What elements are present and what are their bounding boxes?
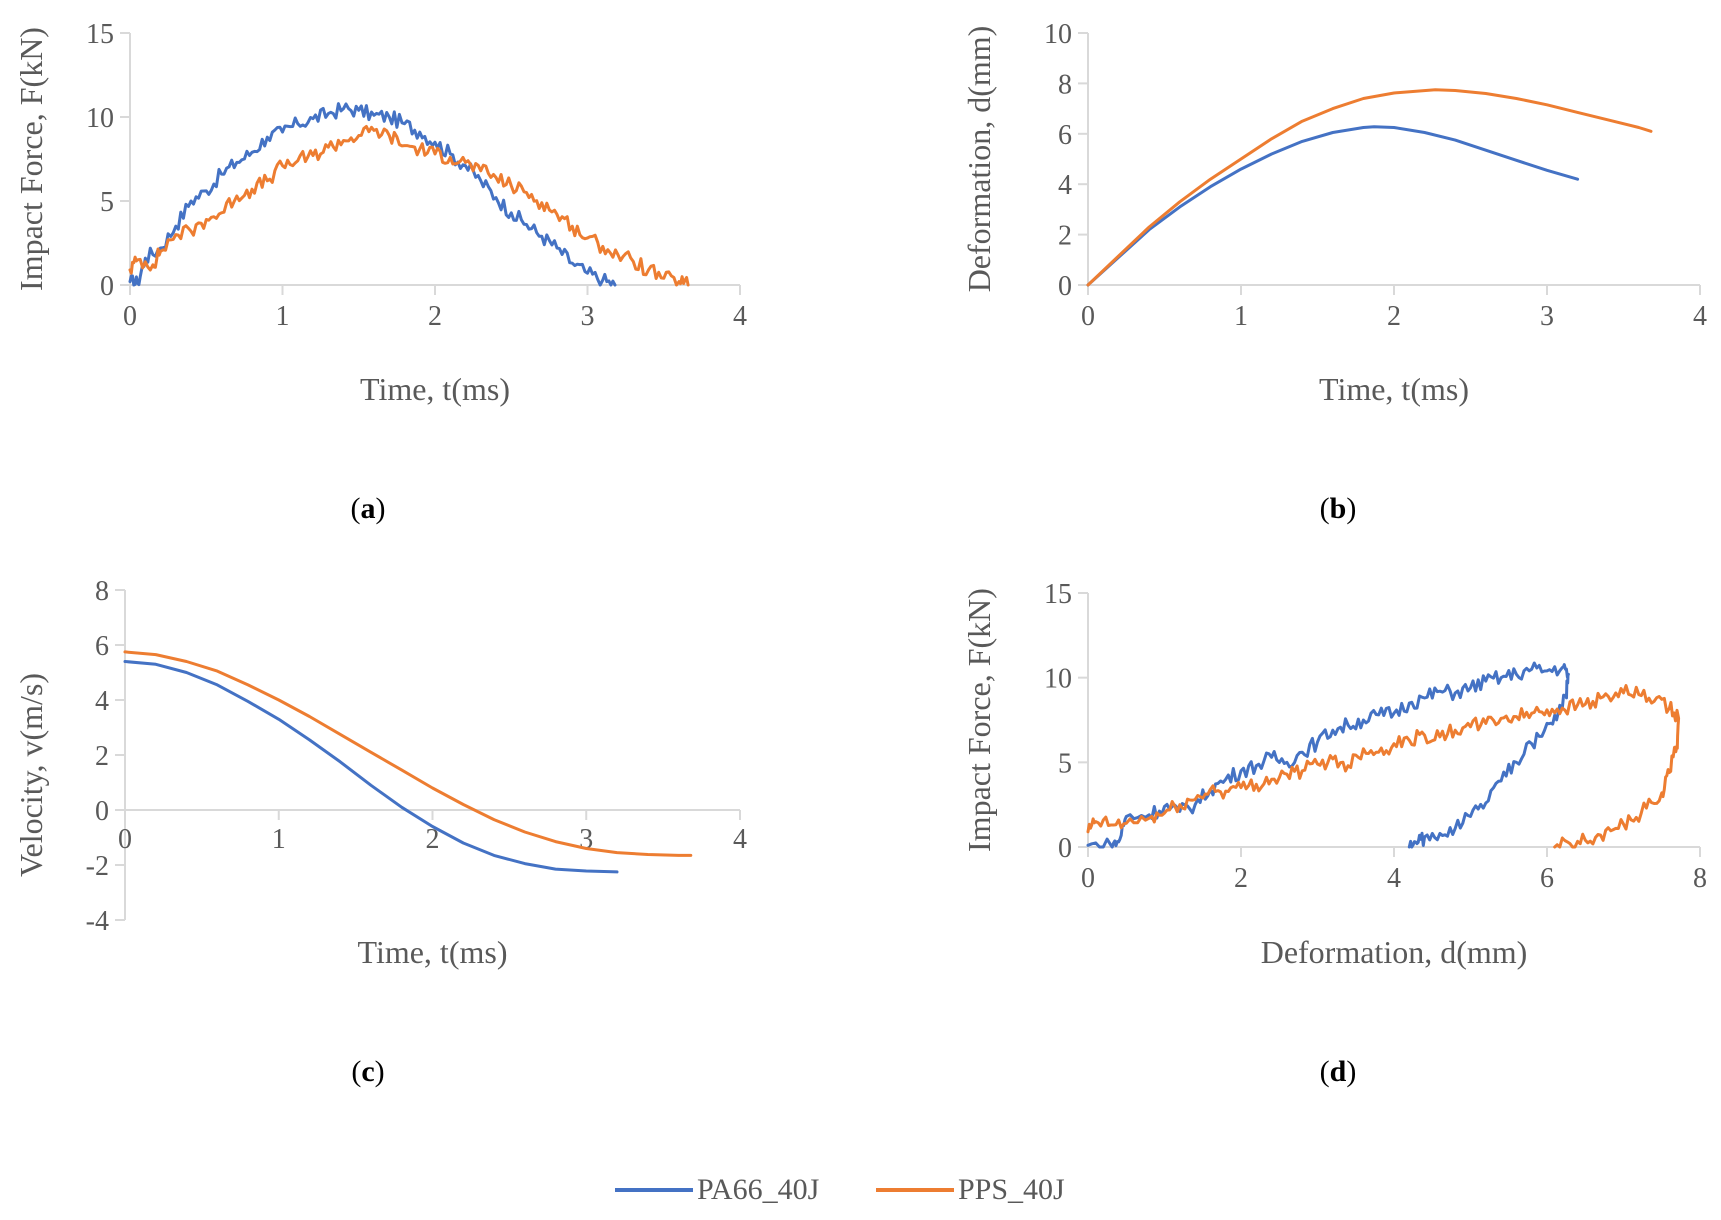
- chart-c-series-pps-40j: [123, 650, 693, 857]
- chart-a-ytick-label: 0: [100, 271, 114, 302]
- chart-b-ytick-label: 4: [1058, 170, 1072, 201]
- chart-b-xtick-label: 3: [1540, 301, 1554, 332]
- chart-b-ytick-label: 0: [1058, 271, 1072, 302]
- chart-d-xtick-label: 0: [1081, 863, 1095, 894]
- chart-d-y-axis-label: Impact Force, F(kN): [961, 588, 997, 852]
- chart-c-ytick-label: -2: [86, 851, 109, 882]
- chart-a-impact-force-vs-time: 0 5 10 15 0 1 2 3 4 Time, t(ms) Impact Force, F(kN…: [13, 19, 747, 407]
- chart-a-xtick-label: 0: [123, 301, 137, 332]
- chart-c-xtick-label: 1: [272, 824, 286, 855]
- chart-d-impact-force-vs-deformation: 0 5 10 15 0 2 4 6 8 Deformation, d(mm) Impact Forc…: [961, 579, 1707, 970]
- chart-a-ytick-label: 5: [100, 187, 114, 218]
- chart-b-series-pa66-40j: [1086, 125, 1580, 287]
- chart-c-ytick-label: -4: [86, 906, 109, 937]
- chart-c-x-axis-label: Time, t(ms): [358, 934, 508, 970]
- chart-d-xtick-label: 4: [1387, 863, 1401, 894]
- chart-b-ytick-label: 8: [1058, 69, 1072, 100]
- panel-label-d: (d): [1319, 1055, 1357, 1088]
- chart-a-xtick-label: 2: [428, 301, 442, 332]
- panel-label-a: (a): [350, 492, 386, 525]
- chart-b-ytick-label: 10: [1044, 19, 1072, 50]
- chart-d-series-pa66-40j: [1086, 661, 1570, 849]
- chart-a-xtick-label: 3: [581, 301, 595, 332]
- chart-d-ytick-label: 10: [1044, 664, 1072, 695]
- chart-c-ytick-label: 2: [95, 741, 109, 772]
- chart-d-xtick-label: 6: [1540, 863, 1554, 894]
- chart-a-series-pps-40j: [128, 125, 690, 287]
- chart-d-xtick-label: 8: [1693, 863, 1707, 894]
- chart-c-xtick-label: 0: [118, 824, 132, 855]
- chart-b-series-pps-40j: [1086, 88, 1653, 287]
- legend-swatch-pps: [876, 1188, 954, 1192]
- legend-label-pps: PPS_40J: [958, 1173, 1065, 1206]
- chart-d-xtick-label: 2: [1234, 863, 1248, 894]
- chart-c-ytick-label: 0: [95, 796, 109, 827]
- chart-d-series-pps-40j: [1086, 684, 1681, 849]
- panel-label-c: (c): [351, 1055, 385, 1088]
- chart-a-series-pa66-40j: [128, 102, 617, 287]
- chart-d-ytick-label: 15: [1044, 579, 1072, 610]
- chart-a-xtick-label: 4: [733, 301, 747, 332]
- chart-c-xtick-label: 4: [733, 824, 747, 855]
- chart-d-ytick-label: 5: [1058, 748, 1072, 779]
- chart-b-xtick-label: 2: [1387, 301, 1401, 332]
- chart-a-ytick-label: 10: [86, 103, 114, 134]
- chart-b-xtick-label: 1: [1234, 301, 1248, 332]
- chart-b-y-axis-label: Deformation, d(mm): [961, 26, 997, 293]
- legend-swatch-pa66: [615, 1188, 693, 1192]
- legend-item-pa66: PA66_40J: [615, 1170, 819, 1210]
- chart-d-x-axis-label: Deformation, d(mm): [1261, 934, 1528, 970]
- chart-b-ytick-label: 2: [1058, 221, 1072, 252]
- legend-item-pps: PPS_40J: [876, 1170, 1065, 1210]
- chart-c-xtick-label: 2: [426, 824, 440, 855]
- chart-c-ytick-label: 4: [95, 686, 109, 717]
- chart-b-deformation-vs-time: 0 2 4 6 8 10 0 1 2 3 4 Time, t(ms) Deformation, d(mm…: [961, 19, 1707, 407]
- chart-a-y-axis-label: Impact Force, F(kN): [13, 27, 49, 291]
- chart-b-x-axis-label: Time, t(ms): [1319, 371, 1469, 407]
- legend-label-pa66: PA66_40J: [697, 1173, 820, 1206]
- chart-a-xtick-label: 1: [276, 301, 290, 332]
- chart-b-xtick-label: 0: [1081, 301, 1095, 332]
- chart-a-x-axis-label: Time, t(ms): [360, 371, 510, 407]
- chart-c-series-pa66-40j: [123, 660, 619, 874]
- chart-c-ytick-label: 8: [95, 576, 109, 607]
- chart-d-ytick-label: 0: [1058, 833, 1072, 864]
- chart-b-ytick-label: 6: [1058, 120, 1072, 151]
- chart-c-y-axis-label: Velocity, v(m/s): [13, 673, 49, 877]
- panel-label-b: (b): [1319, 492, 1357, 525]
- legend: PA66_40J PPS_40J: [0, 1170, 1721, 1210]
- chart-a-ytick-label: 15: [86, 19, 114, 50]
- chart-b-xtick-label: 4: [1693, 301, 1707, 332]
- chart-c-ytick-label: 6: [95, 631, 109, 662]
